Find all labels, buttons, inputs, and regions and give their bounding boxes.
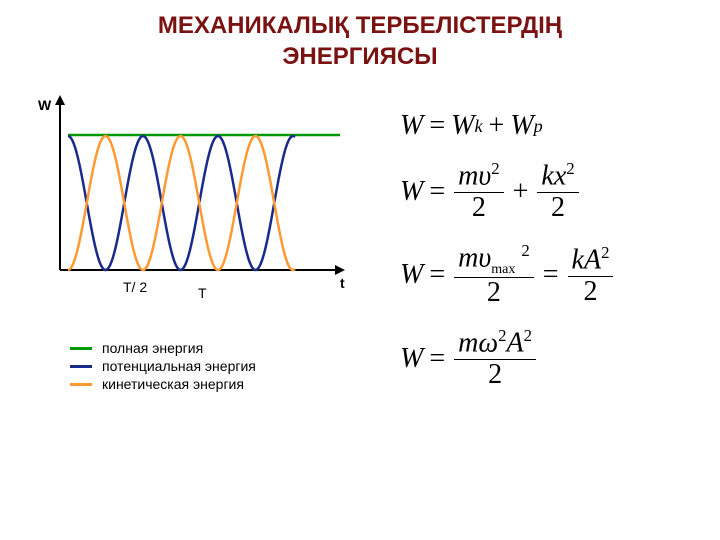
svg-text:t: t: [340, 275, 345, 291]
eq3-v2: 2: [521, 241, 529, 260]
legend-swatch-0: [70, 347, 92, 350]
eq3-equals: =: [429, 259, 445, 291]
equations-block: W = Wk + Wp W = mυ2 2 + kx2 2 W =: [400, 110, 700, 409]
eq2-den1: 2: [468, 193, 490, 224]
eq4-A: A: [507, 327, 524, 358]
legend-swatch-1: [70, 365, 92, 368]
eq3-A2: 2: [601, 243, 609, 262]
eq2-x: x: [554, 160, 566, 191]
chart-legend: полная энергия потенциальная энергия кинет…: [70, 340, 256, 394]
eq3-m: m: [458, 242, 478, 273]
legend-row-1: потенциальная энергия: [70, 358, 256, 374]
eq4-omega: ω: [478, 327, 498, 358]
eq2-W: W: [400, 176, 423, 208]
title-line2: ЭНЕРГИЯСЫ: [282, 43, 437, 70]
eq3-v: υ: [478, 242, 491, 273]
equation-2: W = mυ2 2 + kx2 2: [400, 160, 700, 224]
equation-3: W = mυmax2 2 = kA2 2: [400, 242, 700, 309]
equation-4: W = mω2A2 2: [400, 327, 700, 391]
eq3-W: W: [400, 259, 423, 291]
legend-label-2: кинетическая энергия: [102, 376, 244, 392]
eq1-plus: +: [489, 110, 505, 142]
slide-title: МЕХАНИКАЛЫҚ ТЕРБЕЛІСТЕРДІҢ ЭНЕРГИЯСЫ: [0, 0, 720, 72]
eq4-frac: mω2A2 2: [454, 327, 536, 391]
eq4-A2: 2: [524, 326, 532, 345]
eq4-w2: 2: [498, 326, 506, 345]
equation-1: W = Wk + Wp: [400, 110, 700, 142]
eq2-x2: 2: [566, 159, 574, 178]
eq2-v: υ: [478, 160, 491, 191]
eq3-max: max: [491, 262, 515, 277]
legend-row-0: полная энергия: [70, 340, 256, 356]
eq3-A: A: [584, 244, 601, 275]
eq2-equals: =: [429, 176, 445, 208]
eq4-den: 2: [484, 360, 506, 391]
eq3-frac2: kA2 2: [568, 244, 614, 308]
eq2-frac1: mυ2 2: [454, 160, 503, 224]
eq1-Wk: W: [451, 110, 474, 142]
eq1-equals: =: [429, 110, 445, 142]
legend-label-0: полная энергия: [102, 340, 203, 356]
svg-text:T/ 2: T/ 2: [123, 279, 147, 295]
eq2-den2: 2: [547, 193, 569, 224]
eq1-sub-p: p: [534, 116, 543, 137]
eq4-W: W: [400, 343, 423, 375]
eq4-equals: =: [429, 343, 445, 375]
eq2-m: m: [458, 160, 478, 191]
chart-svg: Wt T/ 2 T: [20, 90, 350, 320]
eq3-frac1: mυmax2 2: [454, 242, 534, 309]
energy-chart: Wt T/ 2 T: [20, 90, 360, 325]
legend-label-1: потенциальная энергия: [102, 358, 256, 374]
eq4-m: m: [458, 327, 478, 358]
svg-text:W: W: [38, 97, 52, 113]
legend-row-2: кинетическая энергия: [70, 376, 256, 392]
title-line1: МЕХАНИКАЛЫҚ ТЕРБЕЛІСТЕРДІҢ: [158, 12, 562, 39]
svg-text:T: T: [198, 285, 207, 301]
eq2-v2: 2: [491, 159, 499, 178]
slide-container: МЕХАНИКАЛЫҚ ТЕРБЕЛІСТЕРДІҢ ЭНЕРГИЯСЫ Wt T…: [0, 0, 720, 540]
eq3-den2: 2: [579, 277, 601, 308]
eq2-frac2: kx2 2: [537, 160, 578, 224]
eq1-sub-k: k: [474, 116, 482, 137]
eq2-k: k: [541, 160, 553, 191]
eq1-W: W: [400, 110, 423, 142]
legend-swatch-2: [70, 383, 92, 386]
eq3-k: k: [572, 244, 584, 275]
eq2-plus: +: [513, 176, 529, 208]
eq3-den1: 2: [483, 278, 505, 309]
eq3-equals2: =: [543, 259, 559, 291]
eq1-Wp: W: [510, 110, 533, 142]
